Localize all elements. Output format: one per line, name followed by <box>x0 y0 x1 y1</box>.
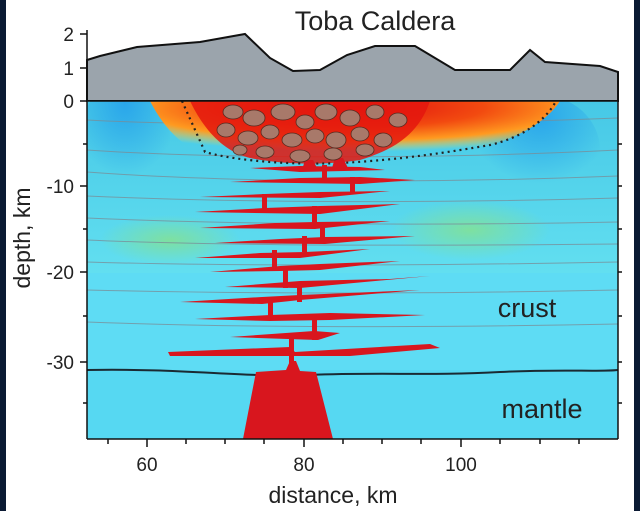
y-tick-2: 2 <box>63 25 74 46</box>
left-frame-edge <box>0 0 6 511</box>
y-axis-label: depth, km <box>9 188 35 289</box>
crust-label: crust <box>498 293 557 323</box>
y-tick-minus20: -20 <box>47 263 74 284</box>
mantle-label: mantle <box>501 394 582 424</box>
caldera-outline <box>180 100 557 165</box>
low-velocity-left <box>87 101 170 200</box>
x-axis-label: distance, km <box>268 482 397 508</box>
topography-profile <box>86 32 619 102</box>
magma-pathways <box>168 158 440 439</box>
axes <box>80 30 622 447</box>
y-tick-minus10: -10 <box>47 177 74 198</box>
y-tick-minus30: -30 <box>47 353 74 374</box>
moho-line <box>86 368 619 377</box>
right-frame-edge <box>634 0 640 511</box>
velocity-patch-1 <box>100 215 240 265</box>
y-tick-0: 0 <box>63 92 74 113</box>
subsurface-section <box>87 101 618 439</box>
mantle-layer <box>87 370 618 439</box>
y-tick-1: 1 <box>63 59 74 80</box>
x-tick-80: 80 <box>293 455 314 476</box>
figure-title: Toba Caldera <box>295 6 457 36</box>
x-tick-100: 100 <box>445 455 477 476</box>
magma-clasts <box>216 103 408 163</box>
velocity-patch-2 <box>390 200 550 260</box>
x-tick-60: 60 <box>136 455 157 476</box>
